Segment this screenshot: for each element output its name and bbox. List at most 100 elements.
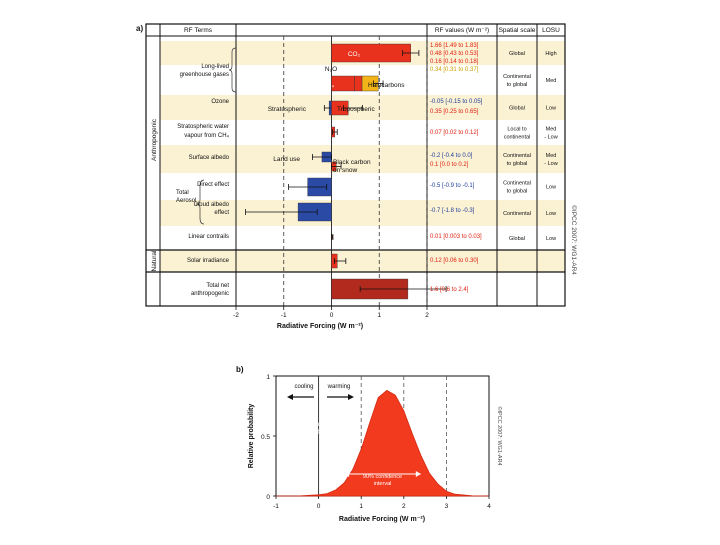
- rf-term-label: Linear contrails: [188, 234, 229, 240]
- rf-term-label: greenhouse gases: [180, 72, 229, 78]
- cooling-arrowhead: [287, 394, 293, 400]
- x-tick-label: 0: [317, 503, 321, 510]
- losu-value: Low: [546, 106, 556, 112]
- rf-value: 1.6 [0.6 to 2.4]: [430, 287, 469, 293]
- losu-value: High: [545, 51, 556, 57]
- annotation-ch4: CH₄: [322, 82, 334, 89]
- watermark: ©IPCC 2007: WG1-AR4: [496, 406, 503, 465]
- rf-term-label: Solar irradiance: [187, 258, 230, 264]
- losu-value: - Low: [544, 161, 557, 167]
- interval-arrow-left: [344, 471, 350, 477]
- spatial-scale-value: to global: [507, 189, 528, 195]
- warming-arrowhead: [348, 394, 354, 400]
- panel-a-label: a): [136, 24, 143, 33]
- rf-value: -0.2 [-0.4 to 0.0]: [430, 153, 473, 159]
- spatial-scale-value: to global: [507, 161, 528, 167]
- annotation-tropospheric: Tropospheric: [337, 106, 375, 113]
- bar-n2o: [354, 75, 363, 92]
- x-tick-label: 2: [402, 503, 406, 510]
- rf-term-label: Direct effect: [197, 182, 229, 188]
- rf-value: 0.35 [0.25 to 0.65]: [430, 109, 479, 115]
- y-tick-label: 1: [266, 374, 270, 381]
- rf-term-label: effect: [214, 210, 229, 216]
- watermark: ©IPCC 2007: WG1-AR4: [570, 205, 578, 275]
- x-tick-label: 3: [445, 503, 449, 510]
- spatial-scale-value: Continental: [503, 181, 531, 187]
- x-tick-label: 1: [359, 503, 363, 510]
- annotation-black-carbon: Black carbon: [333, 159, 371, 166]
- rf-value: -0.7 [-1.8 to -0.3]: [430, 208, 475, 214]
- spatial-scale-value: Global: [509, 51, 525, 57]
- losu-value: Low: [546, 236, 556, 242]
- x-tick-label: 0: [330, 312, 334, 319]
- x-tick-label: -2: [233, 312, 239, 319]
- header-rf-values: RF values (W m⁻²): [435, 27, 489, 34]
- y-tick-label: 0: [266, 494, 270, 501]
- spatial-scale-value: Continental: [503, 211, 531, 217]
- losu-value: Low: [546, 185, 556, 191]
- cooling-label: cooling: [294, 384, 313, 390]
- rf-value: 0.16 [0.14 to 0.18]: [430, 59, 479, 65]
- aerosol-group-label: Total: [176, 190, 189, 196]
- spatial-scale-value: Global: [509, 106, 525, 112]
- curve-label: Total anthropogenic: [291, 421, 348, 428]
- row-band: [160, 250, 565, 272]
- x-tick-label: -1: [273, 503, 279, 510]
- losu-value: Low: [546, 211, 556, 217]
- header-losu: LOSU: [542, 27, 560, 34]
- x-axis-title: Radiative Forcing (W m⁻²): [277, 323, 363, 330]
- group-label-anthropogenic: Anthropogenic: [151, 118, 158, 161]
- rf-term-label: Cloud albedo: [194, 202, 230, 208]
- probability-area: [276, 389, 490, 497]
- annotation-black-carbon: on snow: [333, 167, 358, 174]
- rf-value: -0.05 [-0.15 to 0.05]: [430, 99, 483, 105]
- rf-term-label: Total net: [206, 283, 229, 289]
- spatial-scale-value: continental: [504, 135, 531, 141]
- x-tick-label: -1: [281, 312, 287, 319]
- interval-label: interval: [374, 481, 392, 487]
- rf-value: 0.01 [0.003 to 0.03]: [430, 234, 482, 240]
- rf-term-label: Long-lived: [201, 64, 229, 70]
- y-axis-title: Relative probability: [248, 404, 255, 469]
- losu-value: Med: [546, 127, 557, 133]
- x-tick-label: 4: [487, 503, 491, 510]
- x-tick-label: 1: [377, 312, 381, 319]
- curve-label: radiative forcing: [291, 429, 337, 436]
- group-label-natural: Natural: [151, 250, 158, 272]
- spatial-scale-value: Continental: [503, 153, 531, 159]
- y-tick-label: 0.5: [261, 434, 270, 441]
- losu-value: Med: [546, 153, 557, 159]
- spatial-scale-value: Continental: [503, 74, 531, 80]
- rf-value: 0.34 [0.31 to 0.37]: [430, 67, 479, 73]
- rf-value: 0.48 [0.43 to 0.53]: [430, 51, 479, 57]
- rf-term-label: Surface albedo: [189, 155, 230, 161]
- annotation-land-use: Land use: [273, 156, 300, 163]
- panel-b-label: b): [236, 365, 244, 374]
- spatial-scale-value: to global: [507, 82, 528, 88]
- rf-value: -0.5 [-0.9 to -0.1]: [430, 183, 475, 189]
- warming-label: warming: [327, 384, 351, 390]
- panel-a: a) RF Terms RF values (W m⁻²) Spatial scale…: [136, 23, 578, 330]
- losu-value: - Low: [544, 135, 557, 141]
- bar-co2: [331, 43, 411, 63]
- rf-value: 1.66 [1.49 to 1.83]: [430, 43, 479, 49]
- header-rf-terms: RF Terms: [184, 27, 213, 34]
- x-tick-label: 2: [425, 312, 429, 319]
- interval-label: 90% confidence: [363, 474, 402, 480]
- annotation-n2o: N₂O: [325, 66, 337, 73]
- interval-arrow-right: [415, 471, 421, 477]
- x-axis-title: Radiative Forcing (W m⁻²): [339, 516, 425, 523]
- aerosol-group-label: Aerosol: [176, 198, 196, 204]
- losu-value: Med: [546, 78, 557, 84]
- bar-ch4: [331, 75, 355, 92]
- rf-value: 0.1 [0.0 to 0.2]: [430, 162, 469, 168]
- ghg-bracket: [228, 47, 237, 93]
- rf-term-label: vapour from CH₄: [184, 133, 229, 139]
- annotation-co2: CO₂: [348, 51, 361, 58]
- spatial-scale-value: Local to: [507, 127, 526, 133]
- spatial-scale-value: Global: [509, 236, 525, 242]
- header-spatial-scale: Spatial scale: [499, 27, 536, 34]
